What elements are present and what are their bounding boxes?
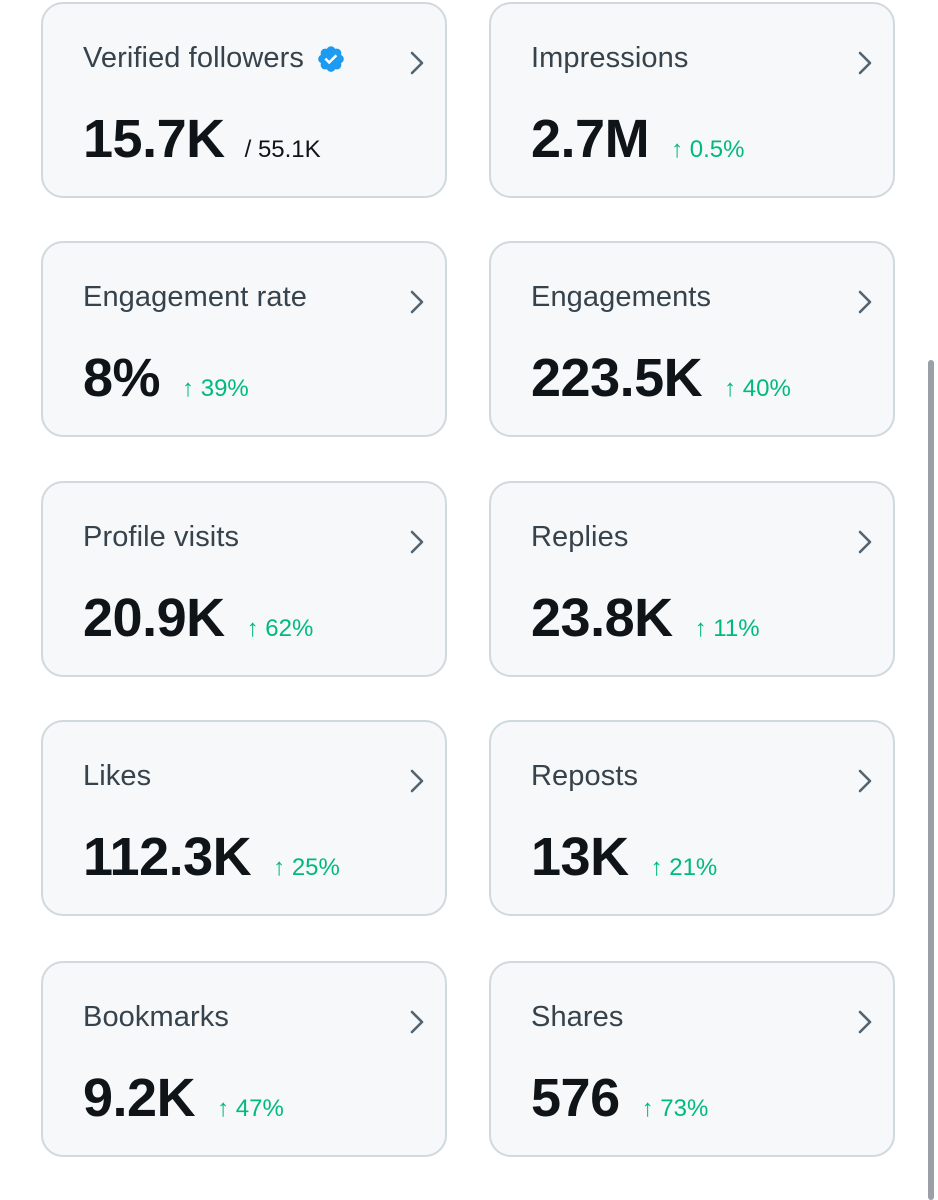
metric-title-text: Verified followers (83, 42, 305, 74)
metric-title: Shares (531, 1001, 624, 1033)
metric-card-engagements[interactable]: Engagements 223.5K ↑ 40% (489, 241, 895, 437)
chevron-right-icon (858, 51, 872, 75)
metric-value: 9.2K (83, 1068, 196, 1128)
metric-card-engagement-rate[interactable]: Engagement rate 8% ↑ 39% (41, 241, 447, 437)
metric-value-row: 2.7M ↑ 0.5% (531, 112, 744, 166)
metric-value-row: 576 ↑ 73% (531, 1071, 708, 1125)
metric-change: ↑ 0.5% (671, 136, 745, 163)
metric-card-replies[interactable]: Replies 23.8K ↑ 11% (489, 481, 895, 677)
metric-value-row: 23.8K ↑ 11% (531, 591, 760, 645)
chevron-right-icon (410, 290, 424, 314)
metric-value-row: 223.5K ↑ 40% (531, 351, 791, 405)
chevron-right-icon (858, 530, 872, 554)
chevron-right-icon (410, 1010, 424, 1034)
metric-card-shares[interactable]: Shares 576 ↑ 73% (489, 961, 895, 1157)
metric-title: Verified followers (83, 42, 346, 75)
metric-change: ↑ 62% (246, 615, 314, 642)
metric-change: ↑ 47% (217, 1095, 284, 1122)
metric-value: 13K (531, 827, 629, 887)
metric-value: 576 (531, 1068, 620, 1128)
metric-value-row: 112.3K ↑ 25% (83, 830, 340, 884)
verified-badge-icon (318, 45, 344, 72)
chevron-right-icon (858, 1010, 872, 1034)
metric-value: 2.7M (531, 109, 650, 169)
chevron-right-icon (858, 290, 872, 314)
metric-card-likes[interactable]: Likes 112.3K ↑ 25% (41, 720, 447, 916)
metric-title: Impressions (531, 42, 689, 74)
metric-change: ↑ 25% (273, 854, 340, 881)
metric-card-impressions[interactable]: Impressions 2.7M ↑ 0.5% (489, 2, 895, 198)
metric-value: 20.9K (83, 588, 225, 648)
metric-value-row: 8% ↑ 39% (83, 351, 249, 405)
metric-card-reposts[interactable]: Reposts 13K ↑ 21% (489, 720, 895, 916)
metric-card-profile-visits[interactable]: Profile visits 20.9K ↑ 62% (41, 481, 447, 677)
chevron-right-icon (410, 530, 424, 554)
metric-title: Engagement rate (83, 281, 307, 313)
metric-value: 23.8K (531, 588, 673, 648)
scrollbar[interactable] (922, 0, 938, 1200)
metric-title: Replies (531, 521, 629, 553)
chevron-right-icon (410, 769, 424, 793)
metric-value: 15.7K (83, 109, 225, 169)
metric-value: 223.5K (531, 348, 703, 408)
metric-change: ↑ 39% (182, 375, 249, 402)
metric-card-bookmarks[interactable]: Bookmarks 9.2K ↑ 47% (41, 961, 447, 1157)
metric-value: 112.3K (83, 827, 252, 887)
chevron-right-icon (858, 769, 872, 793)
metric-title: Profile visits (83, 521, 240, 553)
metric-change: ↑ 40% (724, 375, 791, 402)
metric-change: ↑ 73% (641, 1095, 709, 1122)
metric-title: Reposts (531, 760, 639, 792)
metric-title: Bookmarks (83, 1001, 229, 1033)
metric-value-row: 9.2K ↑ 47% (83, 1071, 284, 1125)
metric-title: Engagements (531, 281, 712, 313)
metric-change: ↑ 21% (650, 854, 718, 881)
metric-value-row: 15.7K / 55.1K (83, 112, 321, 166)
metric-total: / 55.1K (244, 136, 321, 163)
metric-card-verified-followers[interactable]: Verified followers 15.7K / 55.1K (41, 2, 447, 198)
chevron-right-icon (410, 51, 424, 75)
scrollbar-thumb[interactable] (928, 360, 934, 1200)
metric-title: Likes (83, 760, 152, 792)
metric-value-row: 13K ↑ 21% (531, 830, 717, 884)
metric-value: 8% (83, 348, 161, 408)
metric-change: ↑ 11% (694, 615, 760, 642)
metric-value-row: 20.9K ↑ 62% (83, 591, 313, 645)
